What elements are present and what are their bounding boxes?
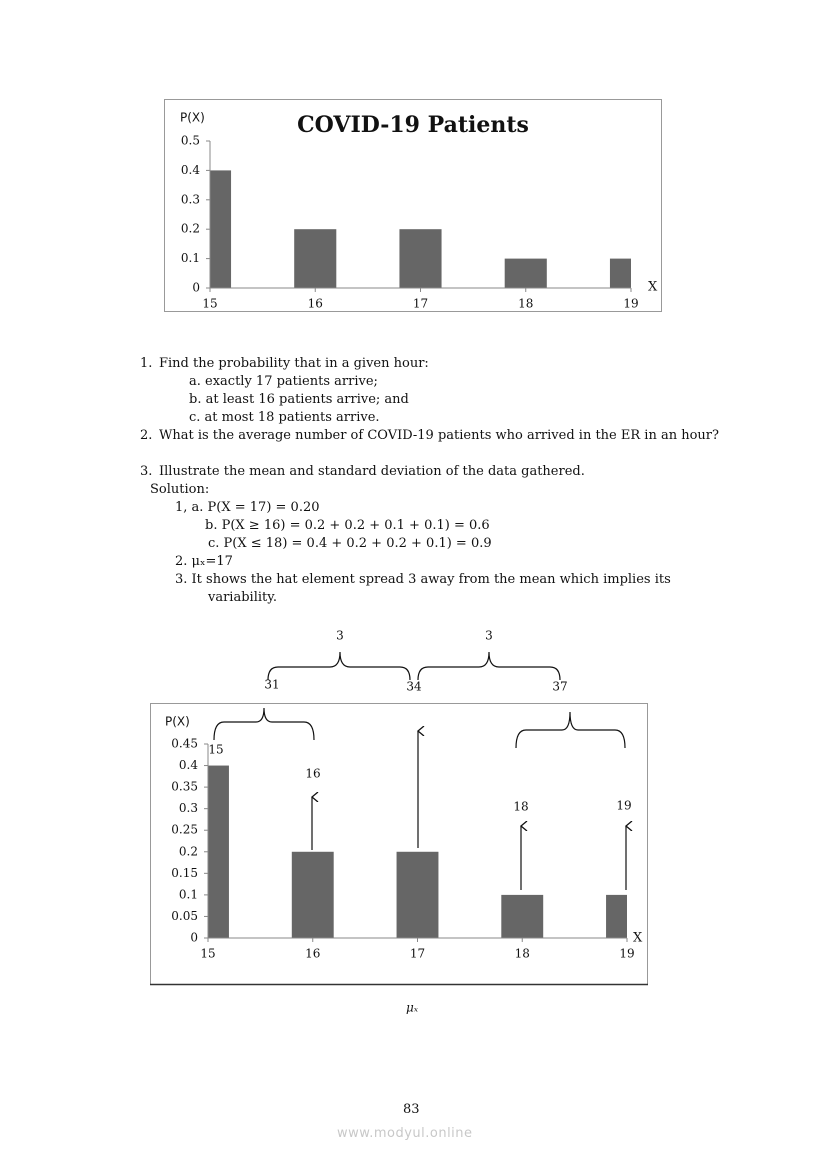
bar	[208, 765, 229, 938]
question-number: 2.	[140, 428, 153, 443]
mean-label: μₓ	[406, 1001, 419, 1015]
y-tick-label: 0.45	[171, 737, 198, 751]
plot-area	[208, 765, 627, 938]
question-text: What is the average number of COVID-19 p…	[159, 428, 719, 443]
chart-title: COVID-19 Patients	[297, 112, 529, 138]
y-tick-label: 0.3	[179, 801, 198, 815]
annotation-arrows	[213, 651, 626, 890]
y-tick-label: 0.25	[171, 823, 198, 837]
point-label: 19	[616, 799, 631, 813]
bar	[609, 258, 631, 288]
brace	[213, 707, 315, 741]
x-tick-label: 18	[515, 947, 530, 961]
y-tick-label: 0.5	[181, 134, 200, 148]
solution-line: 2. μₓ=17	[175, 554, 233, 569]
solution-line: b. P(X ≥ 16) = 0.2 + 0.2 + 0.1 + 0.1) = …	[205, 518, 490, 533]
chart-frame	[150, 703, 648, 985]
spread-label: 3	[485, 629, 493, 643]
y-axis-label: P(X)	[180, 111, 205, 125]
y-tick-label: 0.1	[179, 887, 198, 901]
y-tick-label: 0.3	[181, 192, 200, 206]
bar	[606, 894, 627, 938]
question-item: b. at least 16 patients arrive; and	[189, 392, 409, 407]
solution-line: 3. It shows the hat element spread 3 awa…	[175, 572, 671, 605]
x-tick-label: 19	[619, 947, 634, 961]
point-label: 15	[208, 743, 223, 757]
solution-line: c. P(X ≤ 18) = 0.4 + 0.2 + 0.2 + 0.1) = …	[208, 536, 492, 551]
y-axis-label: P(X)	[165, 715, 190, 729]
solution-line: 1, a. P(X = 17) = 0.20	[175, 500, 320, 515]
x-tick-label: 18	[518, 297, 533, 311]
brace-label: 34	[406, 680, 422, 694]
x-tick-label: 19	[623, 297, 638, 311]
watermark: www.modyul.online	[337, 1126, 473, 1141]
x-axis-label: X	[633, 931, 643, 946]
brace-label: 31	[264, 678, 279, 692]
solution-heading: Solution:	[150, 482, 210, 497]
y-tick-label: 0.2	[181, 222, 200, 236]
question-item: a. exactly 17 patients arrive;	[189, 374, 378, 389]
brace	[267, 651, 411, 681]
x-tick-label: 16	[308, 297, 323, 311]
y-tick-label: 0.15	[171, 866, 198, 880]
x-axis-label: X	[648, 280, 658, 295]
spread-label: 3	[336, 629, 344, 643]
question-text: Find the probability that in a given hou…	[159, 356, 429, 371]
bar	[294, 229, 337, 288]
chart-frame	[164, 99, 662, 312]
brace-label: 37	[552, 680, 567, 694]
bar	[504, 258, 547, 288]
point-label: 18	[513, 800, 528, 814]
y-tick-label: 0.35	[171, 780, 198, 794]
x-tick-label: 15	[202, 297, 217, 311]
x-tick-label: 17	[410, 947, 425, 961]
y-tick-label: 0.4	[181, 163, 200, 177]
y-tick-label: 0	[190, 931, 198, 945]
question-number: 3.	[140, 464, 153, 479]
x-tick-label: 15	[200, 947, 215, 961]
bar	[396, 851, 439, 938]
plot-area	[210, 170, 631, 288]
point-label: 16	[305, 767, 320, 781]
y-tick-label: 0	[192, 281, 200, 295]
y-tick-label: 0.1	[181, 251, 200, 265]
bar	[210, 170, 232, 288]
x-tick-label: 16	[305, 947, 320, 961]
brace	[515, 711, 626, 749]
brace	[417, 651, 561, 681]
y-tick-label: 0.4	[179, 758, 198, 772]
x-tick-label: 17	[413, 297, 428, 311]
y-tick-label: 0.05	[171, 909, 198, 923]
question-number: 1.	[140, 356, 153, 371]
bar	[399, 229, 442, 288]
bar	[501, 894, 544, 938]
question-item: c. at most 18 patients arrive.	[189, 410, 380, 425]
question-text: Illustrate the mean and standard deviati…	[159, 464, 585, 479]
bar	[291, 851, 334, 938]
page-number: 83	[403, 1102, 420, 1117]
y-tick-label: 0.2	[179, 844, 198, 858]
